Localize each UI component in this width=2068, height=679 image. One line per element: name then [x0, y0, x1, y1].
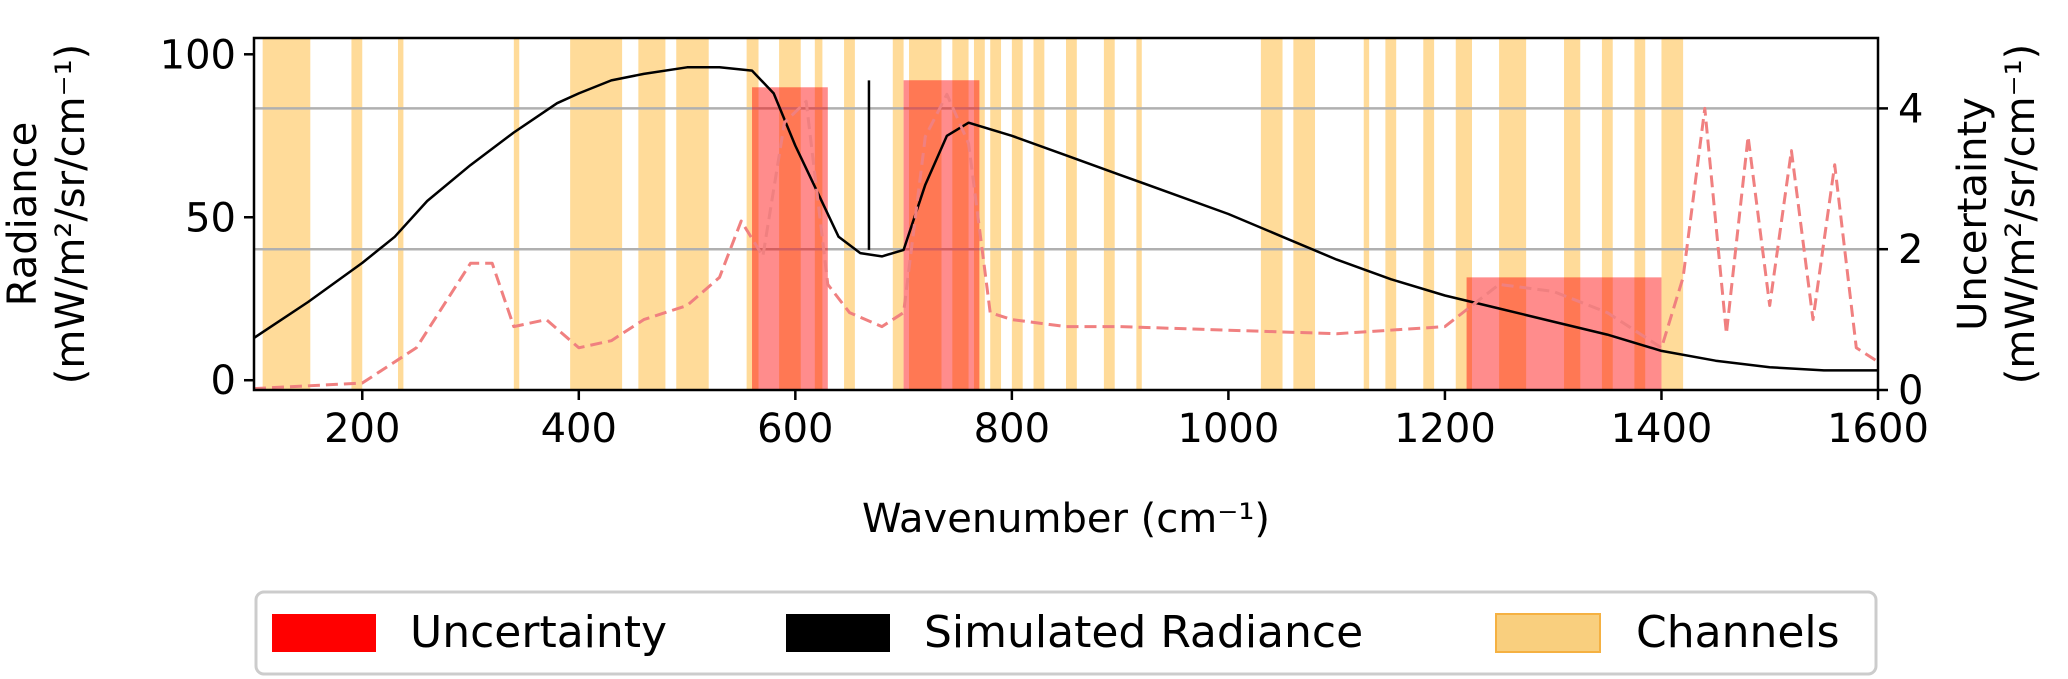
channel-band-5	[638, 38, 666, 390]
legend-swatch-channels	[1495, 613, 1601, 653]
series-line-0	[254, 66, 1878, 372]
x-tick-label-7: 1600	[1827, 406, 1929, 452]
channel-band-27	[1499, 38, 1527, 390]
y-right-tick-label-0: 0	[1898, 368, 1923, 414]
channel-band-21	[1260, 38, 1283, 390]
y-right-tick-label-2: 4	[1898, 86, 1923, 132]
series-line-1	[254, 92, 1878, 390]
channel-band-23	[1363, 38, 1370, 390]
channel-band-3	[513, 38, 520, 390]
channel-band-4	[570, 38, 623, 390]
uncertainty-fill-band-1	[903, 80, 980, 390]
legend-swatch-uncertainty	[272, 614, 376, 652]
channel-band-6	[676, 38, 709, 390]
x-tick-label-1: 400	[541, 406, 617, 452]
channel-band-20	[1136, 38, 1142, 390]
channel-band-1	[351, 38, 363, 390]
y-axis-right-title-line1: Uncertainty	[1950, 97, 1996, 331]
legend-label-channels: Channels	[1636, 607, 1840, 658]
channel-band-18	[1066, 38, 1077, 390]
channel-band-7	[746, 38, 759, 390]
y-axis-left-title: Radiance (mW/m²/sr/cm⁻¹)	[0, 44, 94, 385]
y-axis-left-title-line2: (mW/m²/sr/cm⁻¹)	[48, 44, 94, 385]
legend-label-simulated-radiance: Simulated Radiance	[924, 607, 1363, 658]
channel-band-16	[1011, 38, 1023, 390]
plot-frame	[252, 36, 1880, 392]
x-tick-label-5: 1200	[1394, 406, 1496, 452]
series-lines	[254, 66, 1878, 390]
legend-label-uncertainty: Uncertainty	[410, 607, 667, 658]
x-tick-label-3: 800	[974, 406, 1050, 452]
y-axis-right-ticks: 0 2 4	[1878, 86, 1923, 414]
channel-band-2	[397, 38, 404, 390]
uncertainty-fill-band-0	[752, 87, 828, 390]
legend: Uncertainty Simulated Radiance Channels	[254, 590, 1878, 676]
channel-band-30	[1634, 38, 1646, 390]
channel-band-19	[1103, 38, 1115, 390]
channel-band-31	[1661, 38, 1684, 390]
channel-band-15	[990, 38, 1002, 390]
channel-band-10	[844, 38, 855, 390]
channel-band-25	[1423, 38, 1435, 390]
y-left-tick-label-1: 50	[185, 195, 236, 241]
y-right-tick-label-1: 2	[1898, 227, 1923, 273]
y-axis-left-title-line1: Radiance	[0, 122, 46, 306]
uncertainty-fill-bands	[752, 80, 1662, 390]
grid-lines	[254, 107, 1878, 251]
x-tick-label-4: 1000	[1178, 406, 1280, 452]
channel-band-11	[892, 38, 904, 390]
y-axis-right-title: Uncertainty (mW/m²/sr/cm⁻¹)	[1950, 44, 2044, 385]
channel-band-14	[973, 38, 985, 390]
legend-frame	[254, 590, 1878, 676]
x-tick-label-6: 1400	[1611, 406, 1713, 452]
channel-band-22	[1293, 38, 1316, 390]
y-axis-right-title-line2: (mW/m²/sr/cm⁻¹)	[1998, 44, 2044, 385]
legend-swatch-simulated-radiance	[786, 614, 890, 652]
x-axis-ticks: 200 400 600 800 1000 1200 1400 1600	[324, 390, 1929, 452]
channel-band-24	[1385, 38, 1397, 390]
y-axis-left-ticks: 0 50 100	[160, 32, 254, 404]
channel-band-17	[1033, 38, 1045, 390]
x-tick-label-0: 200	[324, 406, 400, 452]
x-tick-label-2: 600	[757, 406, 833, 452]
channel-band-0	[262, 38, 311, 390]
channel-band-29	[1601, 38, 1613, 390]
x-axis-title: Wavenumber (cm⁻¹)	[862, 496, 1270, 542]
y-left-tick-label-0: 0	[211, 358, 236, 404]
y-left-tick-label-2: 100	[160, 32, 236, 78]
